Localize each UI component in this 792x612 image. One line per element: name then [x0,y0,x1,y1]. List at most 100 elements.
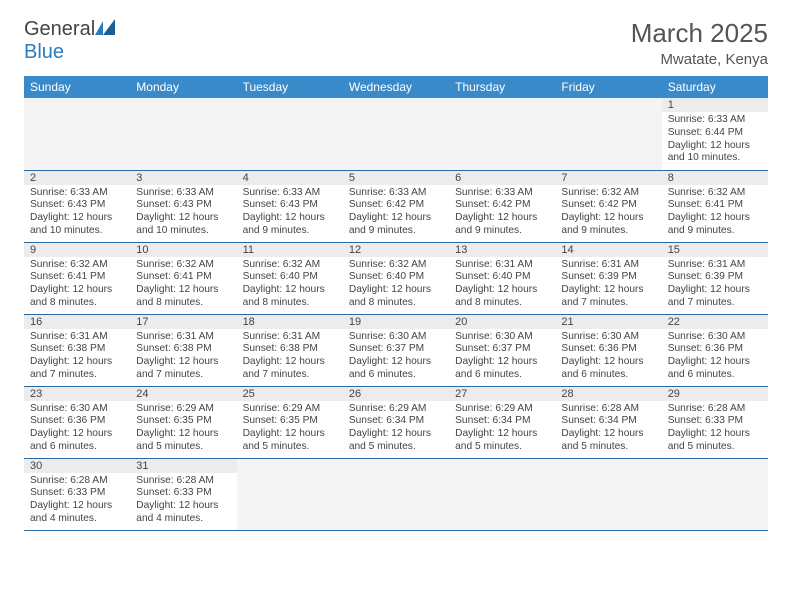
calendar-week-row: 23Sunrise: 6:30 AMSunset: 6:36 PMDayligh… [24,386,768,458]
day-number: 7 [555,171,661,185]
sunset-text: Sunset: 6:35 PM [136,415,230,428]
sunrise-text: Sunrise: 6:28 AM [668,403,762,416]
calendar-day-cell: 22Sunrise: 6:30 AMSunset: 6:36 PMDayligh… [662,314,768,386]
daylight-text: Daylight: 12 hours and 10 minutes. [668,140,762,166]
sunset-text: Sunset: 6:41 PM [136,271,230,284]
calendar-day-cell: 4Sunrise: 6:33 AMSunset: 6:43 PMDaylight… [237,170,343,242]
calendar-week-row: 30Sunrise: 6:28 AMSunset: 6:33 PMDayligh… [24,458,768,530]
calendar-day-cell [449,458,555,530]
day-details: Sunrise: 6:28 AMSunset: 6:34 PMDaylight:… [555,401,661,458]
sunset-text: Sunset: 6:34 PM [455,415,549,428]
sunset-text: Sunset: 6:37 PM [349,343,443,356]
day-details: Sunrise: 6:29 AMSunset: 6:35 PMDaylight:… [130,401,236,458]
daylight-text: Daylight: 12 hours and 10 minutes. [30,212,124,238]
daylight-text: Daylight: 12 hours and 5 minutes. [561,428,655,454]
calendar-day-cell [24,98,130,170]
sunrise-text: Sunrise: 6:30 AM [668,331,762,344]
calendar-day-cell [237,458,343,530]
sunset-text: Sunset: 6:40 PM [349,271,443,284]
sunset-text: Sunset: 6:42 PM [561,199,655,212]
sunset-text: Sunset: 6:44 PM [668,127,762,140]
daylight-text: Daylight: 12 hours and 7 minutes. [561,284,655,310]
daylight-text: Daylight: 12 hours and 5 minutes. [136,428,230,454]
daylight-text: Daylight: 12 hours and 7 minutes. [136,356,230,382]
daylight-text: Daylight: 12 hours and 7 minutes. [668,284,762,310]
sunset-text: Sunset: 6:37 PM [455,343,549,356]
day-details: Sunrise: 6:28 AMSunset: 6:33 PMDaylight:… [130,473,236,530]
sunset-text: Sunset: 6:42 PM [349,199,443,212]
daylight-text: Daylight: 12 hours and 5 minutes. [668,428,762,454]
day-details: Sunrise: 6:29 AMSunset: 6:35 PMDaylight:… [237,401,343,458]
sunset-text: Sunset: 6:33 PM [136,487,230,500]
weekday-header: Friday [555,76,661,98]
sunrise-text: Sunrise: 6:28 AM [136,475,230,488]
weekday-header: Sunday [24,76,130,98]
daylight-text: Daylight: 12 hours and 8 minutes. [349,284,443,310]
day-number: 30 [24,459,130,473]
calendar-day-cell: 3Sunrise: 6:33 AMSunset: 6:43 PMDaylight… [130,170,236,242]
sunset-text: Sunset: 6:36 PM [30,415,124,428]
sunrise-text: Sunrise: 6:33 AM [349,187,443,200]
day-number: 11 [237,243,343,257]
calendar-day-cell: 21Sunrise: 6:30 AMSunset: 6:36 PMDayligh… [555,314,661,386]
calendar-day-cell: 29Sunrise: 6:28 AMSunset: 6:33 PMDayligh… [662,386,768,458]
daylight-text: Daylight: 12 hours and 6 minutes. [349,356,443,382]
daylight-text: Daylight: 12 hours and 9 minutes. [243,212,337,238]
daylight-text: Daylight: 12 hours and 4 minutes. [30,500,124,526]
sunrise-text: Sunrise: 6:33 AM [136,187,230,200]
calendar-day-cell: 6Sunrise: 6:33 AMSunset: 6:42 PMDaylight… [449,170,555,242]
calendar-day-cell: 2Sunrise: 6:33 AMSunset: 6:43 PMDaylight… [24,170,130,242]
weekday-header: Tuesday [237,76,343,98]
sunset-text: Sunset: 6:36 PM [668,343,762,356]
day-details: Sunrise: 6:29 AMSunset: 6:34 PMDaylight:… [343,401,449,458]
calendar-day-cell: 5Sunrise: 6:33 AMSunset: 6:42 PMDaylight… [343,170,449,242]
sunset-text: Sunset: 6:43 PM [136,199,230,212]
logo: General Blue [24,18,117,64]
day-details: Sunrise: 6:33 AMSunset: 6:43 PMDaylight:… [130,185,236,242]
day-number: 27 [449,387,555,401]
sunset-text: Sunset: 6:35 PM [243,415,337,428]
calendar-week-row: 16Sunrise: 6:31 AMSunset: 6:38 PMDayligh… [24,314,768,386]
calendar-day-cell: 8Sunrise: 6:32 AMSunset: 6:41 PMDaylight… [662,170,768,242]
day-details: Sunrise: 6:31 AMSunset: 6:39 PMDaylight:… [662,257,768,314]
calendar-day-cell [555,98,661,170]
sunset-text: Sunset: 6:40 PM [455,271,549,284]
calendar-day-cell: 13Sunrise: 6:31 AMSunset: 6:40 PMDayligh… [449,242,555,314]
calendar-day-cell: 28Sunrise: 6:28 AMSunset: 6:34 PMDayligh… [555,386,661,458]
title-block: March 2025 Mwatate, Kenya [631,18,768,68]
weekday-header-row: Sunday Monday Tuesday Wednesday Thursday… [24,76,768,98]
day-number: 8 [662,171,768,185]
day-number: 4 [237,171,343,185]
sunset-text: Sunset: 6:38 PM [243,343,337,356]
day-number: 21 [555,315,661,329]
sunset-text: Sunset: 6:38 PM [136,343,230,356]
daylight-text: Daylight: 12 hours and 5 minutes. [243,428,337,454]
daylight-text: Daylight: 12 hours and 8 minutes. [243,284,337,310]
weekday-header: Monday [130,76,236,98]
location: Mwatate, Kenya [631,51,768,68]
sunrise-text: Sunrise: 6:32 AM [30,259,124,272]
day-number: 26 [343,387,449,401]
daylight-text: Daylight: 12 hours and 8 minutes. [30,284,124,310]
sunrise-text: Sunrise: 6:29 AM [455,403,549,416]
sunrise-text: Sunrise: 6:32 AM [243,259,337,272]
logo-blue: Blue [24,41,64,63]
calendar-day-cell: 9Sunrise: 6:32 AMSunset: 6:41 PMDaylight… [24,242,130,314]
daylight-text: Daylight: 12 hours and 10 minutes. [136,212,230,238]
day-number: 16 [24,315,130,329]
day-number: 23 [24,387,130,401]
calendar-day-cell [343,458,449,530]
calendar-day-cell: 19Sunrise: 6:30 AMSunset: 6:37 PMDayligh… [343,314,449,386]
day-details: Sunrise: 6:30 AMSunset: 6:37 PMDaylight:… [449,329,555,386]
day-number: 24 [130,387,236,401]
sunrise-text: Sunrise: 6:32 AM [349,259,443,272]
day-details: Sunrise: 6:33 AMSunset: 6:43 PMDaylight:… [24,185,130,242]
daylight-text: Daylight: 12 hours and 7 minutes. [30,356,124,382]
calendar-day-cell: 10Sunrise: 6:32 AMSunset: 6:41 PMDayligh… [130,242,236,314]
sunrise-text: Sunrise: 6:29 AM [349,403,443,416]
sunrise-text: Sunrise: 6:33 AM [243,187,337,200]
header: General Blue March 2025 Mwatate, Kenya [24,18,768,68]
calendar-week-row: 1Sunrise: 6:33 AMSunset: 6:44 PMDaylight… [24,98,768,170]
daylight-text: Daylight: 12 hours and 9 minutes. [561,212,655,238]
day-number: 20 [449,315,555,329]
